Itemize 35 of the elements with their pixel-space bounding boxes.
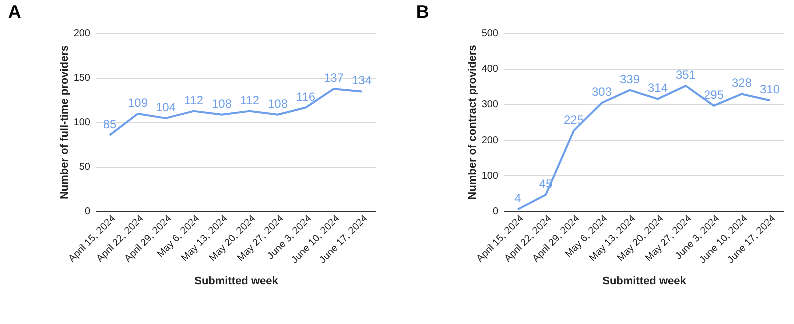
- data-label: 303: [592, 85, 612, 100]
- chart-title: B: [416, 2, 430, 22]
- data-label: 112: [240, 93, 260, 108]
- y-tick-label: 200: [482, 135, 499, 146]
- y-tick-label: 400: [482, 64, 499, 76]
- y-tick-label: 300: [482, 100, 499, 111]
- data-label: 339: [620, 72, 640, 86]
- data-label: 314: [648, 81, 668, 96]
- data-label: 351: [676, 68, 696, 82]
- y-tick-label: 0: [84, 206, 91, 218]
- y-axis-title: Number of full-time providers: [58, 45, 71, 200]
- data-label: 134: [352, 74, 372, 88]
- y-tick-label: 200: [74, 28, 91, 40]
- data-label: 109: [128, 96, 148, 110]
- x-axis-title: Submitted week: [194, 275, 280, 288]
- data-label: 112: [184, 93, 204, 108]
- y-tick-label: 100: [74, 118, 91, 128]
- data-label: 295: [704, 88, 724, 102]
- y-tick-label: 150: [74, 73, 91, 84]
- data-label: 85: [103, 117, 117, 132]
- data-label: 4: [514, 192, 522, 206]
- data-label: 137: [324, 71, 344, 86]
- data-label: 108: [268, 96, 288, 111]
- y-tick-label: 500: [482, 28, 499, 40]
- chart-title: A: [8, 2, 22, 22]
- x-axis-title: Submitted week: [602, 275, 688, 288]
- y-tick-label: 0: [492, 206, 499, 218]
- data-label: 328: [732, 76, 752, 90]
- data-label: 108: [212, 96, 232, 111]
- data-label: 104: [156, 100, 176, 114]
- data-label: 310: [760, 82, 780, 97]
- y-axis-title: Number of contract providers: [466, 45, 479, 200]
- data-label: 116: [296, 90, 316, 104]
- y-tick-label: 100: [482, 170, 499, 182]
- y-tick-label: 50: [79, 162, 91, 173]
